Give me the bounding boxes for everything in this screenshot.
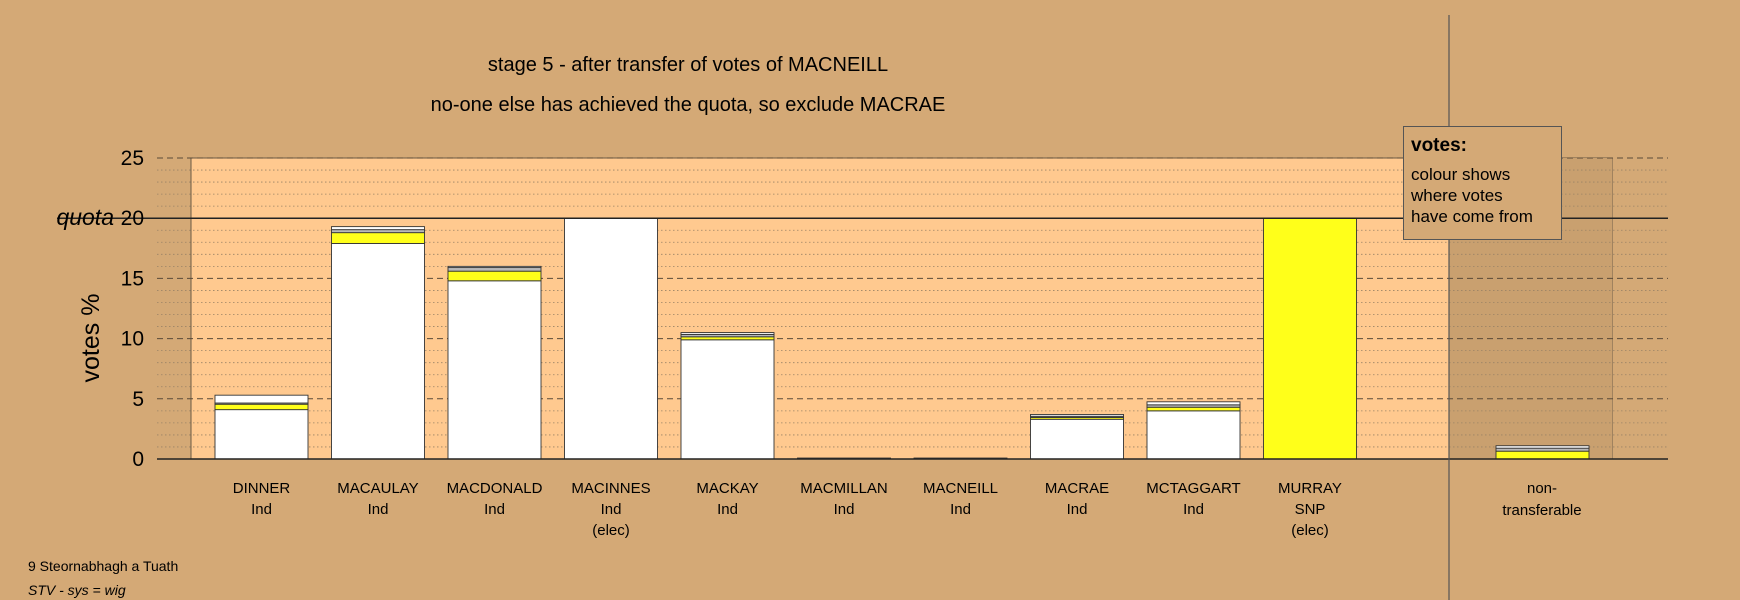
x-tick-label: Ind bbox=[834, 501, 855, 518]
bar-segment-mctaggart bbox=[1146, 410, 1241, 460]
bar-segment-dinner bbox=[214, 394, 309, 404]
y-tick-label: 5 bbox=[132, 388, 144, 411]
x-tick-label: Ind bbox=[1067, 501, 1088, 518]
x-tick-label: MURRAY bbox=[1278, 480, 1342, 497]
chart-subtitle: no-one else has achieved the quota, so e… bbox=[431, 94, 946, 116]
y-tick-label: 15 bbox=[121, 267, 144, 290]
quota-label: quota bbox=[56, 204, 114, 230]
bars bbox=[214, 217, 1590, 460]
bar-segment-macaulay bbox=[331, 243, 425, 460]
x-tick-label: SNP bbox=[1295, 501, 1326, 518]
x-tick-label: MACMILLAN bbox=[800, 480, 888, 497]
bar-segment-mackay bbox=[680, 332, 775, 335]
plot-area bbox=[190, 157, 1613, 460]
chart-title: stage 5 - after transfer of votes of MAC… bbox=[488, 54, 888, 76]
bar-segment-macaulay bbox=[331, 229, 425, 234]
y-tick-label: 0 bbox=[132, 448, 144, 471]
legend-line: colour shows bbox=[1411, 165, 1511, 184]
x-tick-label: DINNER bbox=[233, 480, 291, 497]
legend-line: where votes bbox=[1411, 186, 1503, 205]
bar-segment-macrae bbox=[1030, 418, 1124, 460]
bar-segment-mctaggart bbox=[1146, 401, 1241, 406]
x-tick-label: (elec) bbox=[592, 522, 630, 539]
bar-segment-macaulay bbox=[331, 226, 425, 231]
x-tick-label: Ind bbox=[484, 501, 505, 518]
bar-segment-dinner bbox=[214, 403, 309, 411]
y-tick-labels: 0 5 10 15 20 25 bbox=[121, 147, 144, 471]
bar-segment-macdonald bbox=[447, 270, 542, 282]
x-tick-label: (elec) bbox=[1291, 522, 1329, 539]
bar-segment-dinner bbox=[214, 409, 309, 460]
bar-segment-nontransferable bbox=[1495, 445, 1590, 449]
x-tick-label: Ind bbox=[601, 501, 622, 518]
bar-segment-nontransferable bbox=[1495, 450, 1590, 460]
x-tick-label: Ind bbox=[368, 501, 389, 518]
bar-segment-mackay bbox=[680, 336, 775, 341]
x-tick-label: Ind bbox=[1183, 501, 1204, 518]
x-tick-label: MACNEILL bbox=[923, 480, 998, 497]
bar-segment-macdonald bbox=[447, 267, 542, 272]
legend-body: colour shows where votes have come from bbox=[1411, 164, 1554, 227]
x-tick-label: MACAULAY bbox=[337, 480, 418, 497]
x-tick-label: MACINNES bbox=[571, 480, 650, 497]
y-axis-label: votes % bbox=[77, 294, 105, 383]
y-tick-label: 10 bbox=[121, 328, 144, 351]
nontransferable-label-line2: transferable bbox=[1502, 502, 1581, 519]
x-tick-label: Ind bbox=[950, 501, 971, 518]
system-note: STV - sys = wig bbox=[28, 582, 126, 598]
bar-segment-murray bbox=[1263, 217, 1357, 460]
bar-segment-macrae bbox=[1030, 414, 1124, 417]
x-tick-labels: DINNER Ind MACAULAY Ind MACDONALD Ind MACINNES… bbox=[233, 480, 1342, 539]
legend: votes: colour shows where votes have com… bbox=[1403, 126, 1562, 240]
bar-segment-nontransferable bbox=[1495, 447, 1590, 452]
x-tick-label: MACRAE bbox=[1045, 480, 1109, 497]
y-tick-label: 20 bbox=[121, 207, 144, 230]
nontransferable-label-line1: non- bbox=[1527, 480, 1557, 497]
bar-segment-macdonald bbox=[447, 280, 542, 460]
y-tick-label: 25 bbox=[121, 147, 144, 170]
axes bbox=[57, 15, 1668, 600]
x-tick-label: Ind bbox=[251, 501, 272, 518]
x-tick-label: MACDONALD bbox=[447, 480, 543, 497]
x-tick-label: Ind bbox=[717, 501, 738, 518]
bar-segment-macdonald bbox=[447, 265, 542, 269]
legend-line: have come from bbox=[1411, 207, 1533, 226]
constituency-name: 9 Steornabhagh a Tuath bbox=[28, 558, 179, 574]
legend-title: votes: bbox=[1411, 135, 1467, 156]
bar-segment-macaulay bbox=[331, 232, 425, 244]
bar-segment-mackay bbox=[680, 339, 775, 460]
bar-segment-mctaggart bbox=[1146, 406, 1241, 412]
x-tick-label: MACKAY bbox=[696, 480, 758, 497]
x-tick-label: MCTAGGART bbox=[1146, 480, 1240, 497]
bar-segment-macinnes bbox=[564, 217, 658, 460]
